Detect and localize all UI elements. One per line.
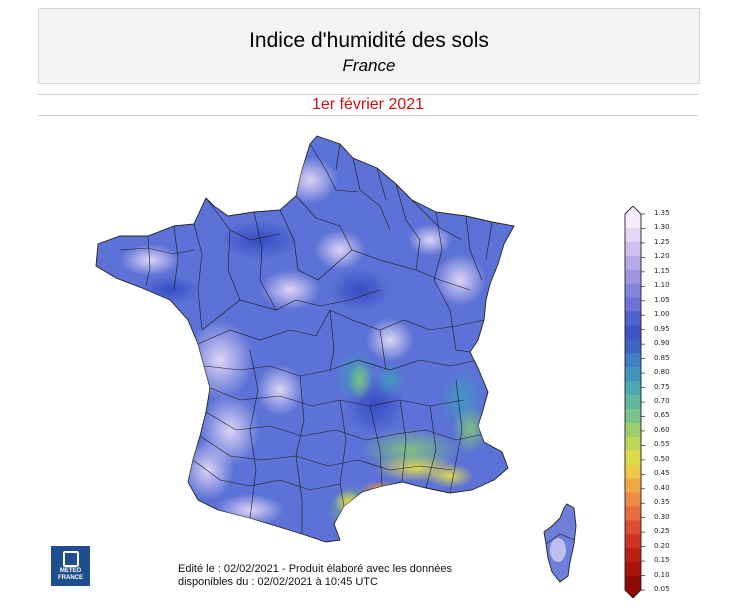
- legend-tick-label: 1.15: [654, 266, 670, 275]
- france-soil-moisture-map: [95, 135, 577, 583]
- legend-tick-label: 0.50: [654, 454, 670, 463]
- legend-tick-label: 0.40: [654, 483, 670, 492]
- map-title: Indice d'humidité des sols: [249, 29, 489, 52]
- legend-tick-label: 0.75: [654, 382, 670, 391]
- legend-swatch: [625, 311, 641, 326]
- legend-tick-label: 1.00: [654, 310, 670, 319]
- legend-tick-label: 0.15: [654, 556, 670, 565]
- legend-tick-label: 1.35: [654, 209, 670, 217]
- legend-tick-label: 0.45: [654, 469, 670, 478]
- legend-swatch: [625, 227, 641, 243]
- legend-tick-label: 0.30: [654, 512, 670, 521]
- department-boundaries: [119, 143, 493, 534]
- legend-outline: [624, 206, 642, 598]
- legend-swatch: [625, 534, 641, 549]
- legend-swatch: [625, 436, 641, 452]
- title-panel: Indice d'humidité des sols France: [38, 8, 700, 84]
- legend-tick-label: 0.90: [654, 339, 670, 348]
- legend-swatch: [625, 548, 641, 563]
- legend-tick-label: 0.35: [654, 498, 670, 507]
- legend-swatch: [625, 408, 641, 424]
- legend-swatch: [625, 325, 641, 340]
- meteo-france-logo-mark: [62, 551, 79, 567]
- date-label: 1er février 2021: [38, 94, 698, 116]
- legend-swatch: [625, 422, 641, 438]
- legend-swatch: [625, 381, 641, 396]
- legend-swatch: [625, 506, 641, 521]
- legend-swatch: [625, 214, 641, 229]
- legend-swatch: [625, 269, 641, 285]
- footer-line2: disponibles du : 02/02/2021 à 10:45 UTC: [178, 576, 378, 588]
- legend-cap-top: [625, 206, 641, 214]
- legend-swatch: [625, 395, 641, 410]
- footer-line1: Edité le : 02/02/2021 - Produit élaboré …: [178, 563, 452, 575]
- legend-tick-label: 0.55: [654, 440, 670, 449]
- legend-cap-bottom: [625, 590, 641, 598]
- legend-swatch: [625, 576, 641, 591]
- legend-swatch: [625, 353, 641, 368]
- legend-tick-label: 1.20: [654, 252, 670, 261]
- legend-swatch: [625, 241, 641, 257]
- footer-note: Edité le : 02/02/2021 - Produit élaboré …: [178, 563, 508, 589]
- legend-tick-label: 1.25: [654, 237, 670, 246]
- legend-swatches: [625, 206, 645, 598]
- legend-swatch: [625, 255, 641, 271]
- legend-tick-label: 0.25: [654, 527, 670, 536]
- logo-line2: FRANCE: [58, 575, 83, 581]
- legend-tick-label: 0.85: [654, 353, 670, 362]
- legend-tick-label: 0.70: [654, 397, 670, 405]
- legend-swatch: [625, 562, 641, 577]
- legend-tick-label: 1.05: [654, 295, 670, 304]
- legend-tick-label: 1.10: [654, 281, 670, 290]
- legend-tick-label: 1.30: [654, 223, 670, 232]
- legend-swatch: [625, 339, 641, 354]
- legend-swatch: [625, 478, 641, 494]
- legend-tick-label: 0.60: [654, 425, 670, 434]
- moisture-legend-bar: [624, 206, 645, 598]
- legend-tick-label: 0.10: [654, 570, 670, 579]
- map-subtitle: France: [342, 56, 396, 75]
- meteo-france-logo: METEO FRANCE: [51, 546, 90, 586]
- legend-swatch: [625, 464, 641, 480]
- legend-tick-label: 0.20: [654, 541, 670, 550]
- legend-tick-label: 0.95: [654, 324, 670, 333]
- legend-tick-label: 0.05: [654, 585, 670, 593]
- legend-swatch: [625, 283, 641, 299]
- legend-swatch: [625, 520, 641, 535]
- legend-swatch: [625, 492, 641, 507]
- legend-swatch: [625, 297, 641, 312]
- legend-tick-label: 0.65: [654, 411, 670, 420]
- legend-swatch: [625, 450, 641, 466]
- legend-tick-label: 0.80: [654, 368, 670, 377]
- legend-swatch: [625, 367, 641, 382]
- logo-line1: METEO: [59, 568, 82, 574]
